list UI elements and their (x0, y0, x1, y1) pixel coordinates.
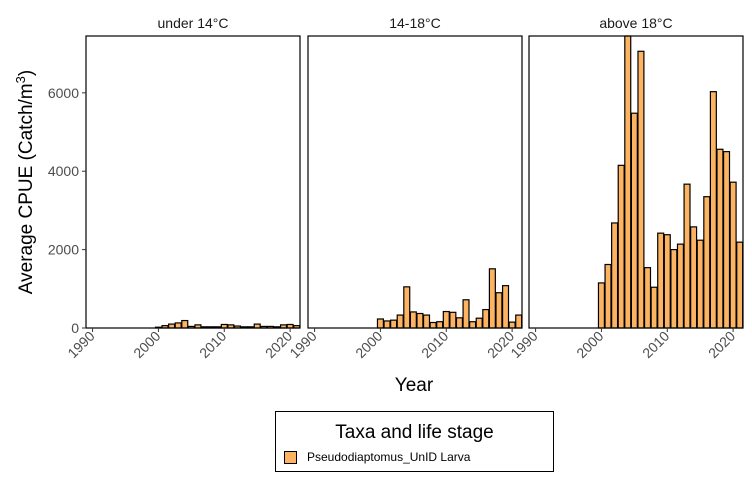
facet-title: above 18°C (599, 15, 672, 31)
bar (716, 148, 724, 329)
bar (611, 222, 619, 329)
bar (429, 321, 437, 329)
panel-border (528, 35, 744, 329)
legend: Taxa and life stage Pseudodiaptomus_UnID… (275, 411, 554, 472)
y-axis-title: Average CPUE (Catch/m3) (13, 70, 37, 294)
x-tick-label: 2010 (196, 328, 229, 361)
panels-layer: under 14°C 1990 2000 2010 2020 14-18°C 1990 200… (64, 15, 744, 361)
y-axis-title-superscript: 3 (13, 76, 28, 83)
y-axis: 0 2000 4000 6000 (48, 85, 86, 336)
x-tick-label: 2010 (418, 328, 451, 361)
bar (403, 286, 411, 329)
x-tick-label: 1990 (286, 328, 319, 361)
x-tick-label: 2010 (639, 328, 672, 361)
bar (475, 317, 483, 329)
facet-title: 14-18°C (389, 15, 441, 31)
bar (729, 181, 737, 329)
y-tick-label: 0 (71, 320, 79, 336)
bar (676, 243, 685, 329)
bar (617, 164, 625, 329)
x-tick-label: 1990 (507, 328, 540, 361)
bar (630, 112, 638, 329)
bar (515, 314, 523, 329)
bar (396, 314, 404, 329)
bar (690, 226, 698, 329)
bar (416, 312, 424, 329)
facet-panel: under 14°C 1990 2000 2010 2020 (64, 15, 301, 361)
legend-title: Taxa and life stage (335, 422, 494, 443)
bar (736, 241, 744, 329)
bar (650, 286, 658, 329)
legend-key-swatch (284, 451, 297, 464)
bar (637, 50, 645, 329)
bar (624, 35, 632, 329)
bar (181, 319, 189, 329)
bar (597, 282, 605, 329)
facet-title: under 14°C (158, 15, 229, 31)
bar (663, 234, 671, 329)
bar (462, 299, 470, 329)
bar (696, 239, 704, 329)
bar (604, 263, 612, 329)
bar (436, 321, 444, 329)
bar (409, 311, 417, 329)
y-axis-title-suffix: ) (16, 70, 37, 76)
y-tick-label: 2000 (48, 242, 79, 258)
facet-panel: above 18°C 1990 2000 2010 2020 (507, 15, 744, 361)
panel-border (85, 35, 301, 329)
bar (508, 321, 516, 329)
bar (657, 232, 665, 329)
panel-border (307, 35, 523, 329)
bar (174, 322, 182, 329)
y-tick-label: 4000 (48, 163, 79, 179)
bar (422, 314, 431, 329)
legend-entry-label: Pseudodiaptomus_UnID Larva (307, 450, 471, 464)
x-tick-label: 1990 (64, 328, 97, 361)
bar (442, 310, 450, 329)
bar (469, 321, 477, 329)
bar (670, 249, 678, 329)
y-tick-label: 6000 (48, 85, 79, 101)
bar (376, 318, 384, 329)
bar (495, 292, 503, 329)
bar (683, 183, 691, 329)
x-tick-label: 2000 (130, 328, 163, 361)
bar (449, 311, 457, 329)
y-axis-title-main: Average CPUE (Catch/m (16, 83, 37, 294)
x-tick-label: 2000 (573, 328, 606, 361)
bar (383, 320, 391, 329)
x-axis-title: Year (395, 375, 434, 396)
bar (722, 151, 731, 329)
bar (455, 317, 464, 329)
bar (482, 308, 490, 329)
x-tick-label: 2020 (262, 328, 295, 361)
bar (709, 91, 717, 329)
faceted-bar-chart: under 14°C 1990 2000 2010 2020 14-18°C 1990 200… (13, 15, 744, 396)
bar (703, 196, 711, 329)
x-tick-label: 2020 (705, 328, 738, 361)
bar (390, 319, 398, 329)
bar (643, 267, 652, 329)
bar (501, 285, 510, 329)
bar (488, 268, 496, 329)
x-tick-label: 2000 (352, 328, 385, 361)
